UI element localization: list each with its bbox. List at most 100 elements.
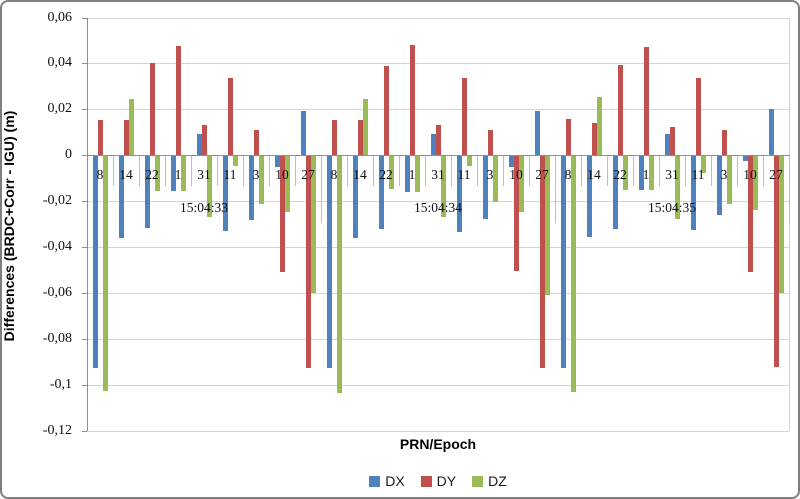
prn-label: 8	[96, 167, 104, 183]
bar-dz-prn1-15:04:34	[414, 155, 420, 193]
category-tick	[451, 155, 452, 187]
bar-dz-prn3-15:04:33	[258, 155, 264, 204]
y-axis-tick	[82, 385, 87, 387]
bar-dz-prn22-15:04:33	[154, 155, 160, 191]
prn-label: 3	[252, 167, 260, 183]
bar-dx-prn14-15:04:33	[118, 155, 124, 239]
prn-label: 8	[564, 167, 572, 183]
bar-dz-prn10-15:04:33	[284, 155, 290, 212]
bar-dy-prn11-15:04:35	[695, 78, 701, 156]
bar-dx-prn11-15:04:34	[456, 155, 462, 233]
bar-dz-prn3-15:04:35	[726, 155, 732, 204]
y-axis-tick	[82, 63, 87, 65]
category-tick	[347, 155, 348, 187]
y-tick-label: -0,04	[42, 239, 72, 255]
prn-label: 14	[587, 167, 601, 183]
bar-dz-prn11-15:04:33	[232, 155, 238, 166]
bar-dx-prn10-15:04:35	[742, 155, 748, 162]
y-tick-label: 0,06	[47, 9, 73, 25]
y-tick-label: 0,04	[47, 55, 73, 71]
epoch-separator-tick	[321, 155, 322, 224]
gridline	[87, 201, 789, 203]
prn-label: 31	[431, 167, 445, 183]
bar-dx-prn11-15:04:35	[690, 155, 696, 230]
bar-dx-prn31-15:04:34	[430, 133, 436, 156]
bar-dz-prn14-15:04:35	[596, 96, 602, 156]
bar-dz-prn8-15:04:33	[102, 155, 108, 391]
prn-label: 14	[119, 167, 133, 183]
epoch-separator-tick	[789, 155, 790, 224]
y-tick-label: 0,02	[47, 101, 73, 117]
bar-dx-prn3-15:04:33	[248, 155, 254, 220]
bar-dz-prn1-15:04:35	[648, 155, 654, 190]
category-tick	[529, 155, 530, 187]
category-tick	[113, 155, 114, 187]
epoch-label: 15:04:33	[179, 200, 228, 216]
prn-label: 8	[330, 167, 338, 183]
category-tick	[633, 155, 634, 187]
legend-item-dz: DZ	[472, 473, 507, 489]
category-tick	[217, 155, 218, 187]
prn-label: 1	[174, 167, 182, 183]
bar-dy-prn8-15:04:35	[565, 118, 571, 156]
bar-dx-prn1-15:04:35	[638, 155, 644, 190]
bar-dz-prn27-15:04:35	[778, 155, 784, 294]
bar-dx-prn31-15:04:35	[664, 133, 670, 156]
bar-dz-prn22-15:04:35	[622, 155, 628, 190]
category-tick	[581, 155, 582, 187]
category-tick	[763, 155, 764, 187]
prn-label: 31	[197, 167, 211, 183]
bar-dy-prn3-15:04:33	[253, 130, 259, 156]
epoch-separator-tick	[555, 155, 556, 224]
bar-dx-prn10-15:04:34	[508, 155, 514, 167]
prn-label: 10	[275, 167, 289, 183]
category-tick	[607, 155, 608, 187]
bar-dz-prn14-15:04:33	[128, 99, 134, 156]
prn-label: 3	[720, 167, 728, 183]
bar-dy-prn27-15:04:34	[539, 155, 545, 368]
y-axis-line	[87, 17, 88, 431]
bar-dx-prn3-15:04:34	[482, 155, 488, 219]
prn-label: 11	[691, 167, 705, 183]
x-axis-title: PRN/Epoch	[399, 436, 477, 452]
bar-dy-prn27-15:04:33	[305, 155, 311, 368]
bar-dy-prn27-15:04:35	[773, 155, 779, 367]
bar-dx-prn31-15:04:33	[196, 133, 202, 156]
bar-dx-prn3-15:04:35	[716, 155, 722, 216]
y-tick-label: -0,06	[42, 285, 72, 301]
bar-dx-prn22-15:04:34	[378, 155, 384, 229]
prn-label: 10	[509, 167, 523, 183]
bar-dy-prn3-15:04:34	[487, 130, 493, 156]
bar-dy-prn11-15:04:33	[227, 78, 233, 156]
prn-label: 22	[145, 167, 159, 183]
bar-dy-prn22-15:04:35	[617, 64, 623, 156]
bar-dy-prn10-15:04:34	[513, 155, 519, 272]
legend-label-dx: DX	[385, 473, 405, 489]
bar-dz-prn1-15:04:33	[180, 155, 186, 191]
bar-dz-prn8-15:04:34	[336, 155, 342, 394]
dz-series-swatch-icon	[472, 475, 484, 487]
category-tick	[191, 155, 192, 187]
bar-dy-prn31-15:04:35	[669, 126, 675, 156]
bar-dy-prn8-15:04:33	[97, 119, 103, 156]
prn-label: 22	[379, 167, 393, 183]
bar-dx-prn1-15:04:33	[170, 155, 176, 191]
bar-dy-prn1-15:04:34	[409, 45, 415, 156]
y-axis-tick	[82, 109, 87, 111]
bar-dy-prn8-15:04:34	[331, 119, 337, 156]
bar-dx-prn22-15:04:35	[612, 155, 618, 229]
prn-label: 27	[301, 167, 315, 183]
bar-dx-prn14-15:04:34	[352, 155, 358, 239]
bar-dy-prn14-15:04:35	[591, 123, 597, 156]
y-tick-label: -0,02	[42, 193, 72, 209]
category-tick	[373, 155, 374, 187]
y-tick-label: -0,1	[49, 377, 72, 393]
y-tick-label: -0,08	[42, 331, 72, 347]
category-tick	[425, 155, 426, 187]
prn-label: 11	[223, 167, 237, 183]
bar-dz-prn31-15:04:35	[674, 155, 680, 219]
bar-dy-prn14-15:04:34	[357, 119, 363, 156]
legend-item-dx: DX	[369, 473, 405, 489]
